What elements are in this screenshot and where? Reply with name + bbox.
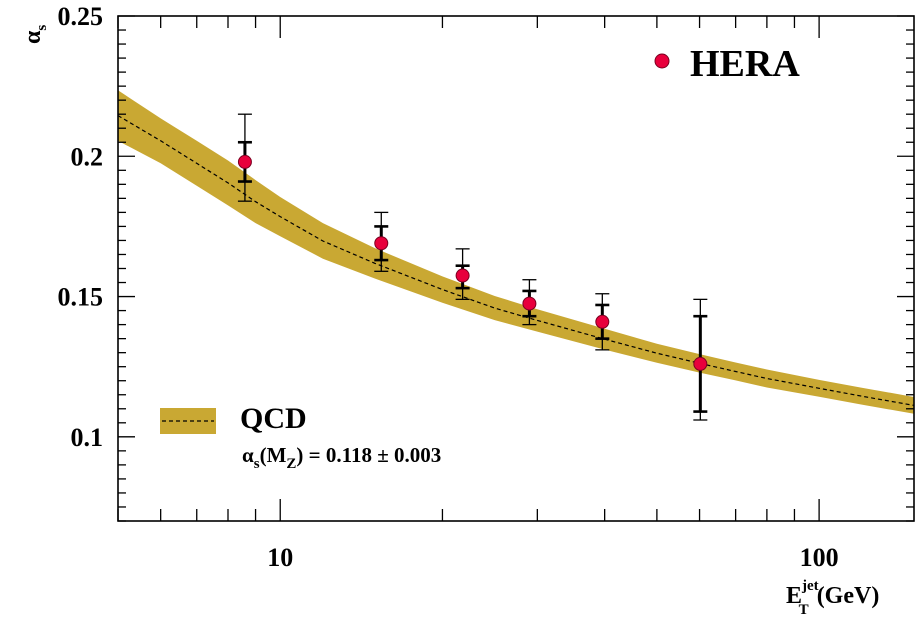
- legend-hera: HERA: [654, 43, 800, 85]
- legend-qcd-label: QCD: [240, 402, 307, 435]
- y-tick-label: 0.1: [71, 423, 104, 452]
- hera-marker: [237, 154, 252, 169]
- hera-point: [693, 298, 708, 421]
- legend-qcd-alpha: αs(MZ) = 0.118 ± 0.003: [242, 443, 441, 472]
- qcd-band: [118, 90, 914, 414]
- legend-qcd: QCD αs(MZ) = 0.118 ± 0.003: [160, 402, 441, 472]
- y-axis-label: αs: [20, 25, 50, 44]
- x-axis-label: Ejet T(GeV): [786, 578, 879, 618]
- y-tick-label: 0.2: [71, 142, 104, 171]
- hera-point: [374, 211, 389, 272]
- hera-point: [522, 279, 537, 326]
- legend-hera-marker: [654, 53, 670, 69]
- legend-hera-label: HERA: [690, 43, 800, 85]
- hera-point: [595, 293, 610, 351]
- qcd-central-line: [118, 115, 914, 406]
- y-tick-label: 0.25: [58, 2, 104, 31]
- hera-marker: [595, 314, 610, 329]
- hera-marker: [374, 236, 389, 251]
- hera-marker: [693, 356, 708, 371]
- x-tick-label: 10: [267, 543, 293, 572]
- hera-point: [237, 113, 252, 202]
- hera-marker: [455, 268, 470, 283]
- plot-frame: [117, 15, 915, 522]
- hera-point: [455, 248, 470, 301]
- y-tick-label: 0.15: [58, 283, 104, 312]
- x-tick-label: 100: [800, 543, 839, 572]
- hera-marker: [522, 296, 537, 311]
